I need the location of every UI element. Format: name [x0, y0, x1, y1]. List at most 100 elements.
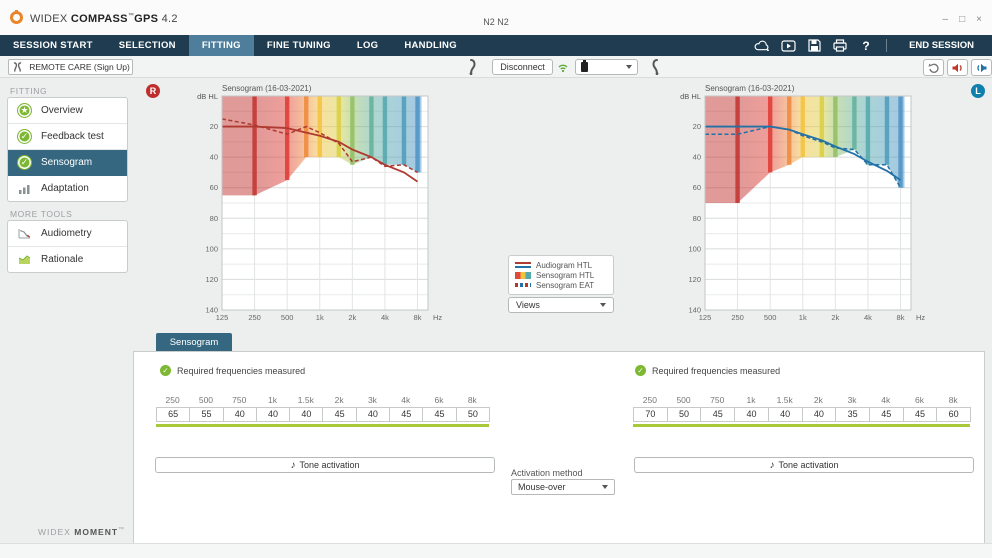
- views-dropdown[interactable]: Views: [508, 297, 614, 313]
- menubar-separator: [886, 39, 888, 52]
- freq-value-cell[interactable]: 45: [902, 407, 938, 422]
- svg-text:500: 500: [281, 313, 294, 322]
- status-label: Required frequencies measured: [177, 365, 306, 376]
- svg-text:60: 60: [210, 183, 218, 192]
- sidebar-item-overview[interactable]: ★ Overview: [8, 98, 127, 124]
- freq-header-cell: 750: [232, 395, 247, 405]
- freq-value-cell[interactable]: 40: [767, 407, 803, 422]
- sensogram-chart-right[interactable]: Sensogram (16-03-2021) dB HL 20 40 60 80 100 12…: [196, 84, 448, 324]
- legend-label: Audiogram HTL: [536, 260, 593, 270]
- freq-value-cell[interactable]: 40: [355, 407, 391, 422]
- freq-value-cell[interactable]: 50: [666, 407, 702, 422]
- legend-label: Sensogram HTL: [536, 270, 595, 280]
- measured-indicator-bar: [156, 424, 489, 427]
- save-icon[interactable]: [806, 38, 822, 53]
- mute-right-button[interactable]: [947, 59, 968, 76]
- svg-text:Hz: Hz: [916, 313, 925, 322]
- svg-text:125: 125: [699, 313, 712, 322]
- freq-header-cell: 8k: [467, 395, 477, 405]
- freq-value-cell[interactable]: 65: [156, 407, 191, 422]
- freq-value-cell[interactable]: 40: [734, 407, 769, 422]
- disconnect-button[interactable]: Disconnect: [492, 59, 553, 75]
- sidebar-item-feedback-test[interactable]: ✓ Feedback test: [8, 124, 127, 150]
- tone-activation-button-right[interactable]: ♪ Tone activation: [155, 457, 495, 473]
- cloud-icon[interactable]: [754, 38, 770, 53]
- freq-value-cell[interactable]: 35: [835, 407, 870, 422]
- frequency-header-row: 250 500 750 1k 1.5k 2k 3k 4k 6k 8k: [156, 395, 489, 405]
- freq-value-cell[interactable]: 60: [936, 407, 972, 422]
- tab-log[interactable]: LOG: [356, 40, 379, 51]
- svg-text:140: 140: [205, 306, 218, 315]
- sensogram-chart-left[interactable]: Sensogram (16-03-2021) dB HL 20 40 60 80 100 12…: [679, 84, 931, 324]
- restore-button[interactable]: □: [959, 14, 966, 25]
- freq-header-cell: 2k: [334, 395, 344, 405]
- freq-value-cell[interactable]: 55: [189, 407, 224, 422]
- video-icon[interactable]: [780, 38, 796, 53]
- freq-header-cell: 3k: [367, 395, 377, 405]
- minimize-button[interactable]: –: [942, 14, 949, 25]
- more-tools-panel: Audiometry Rationale: [7, 220, 128, 273]
- freq-value-cell[interactable]: 40: [801, 407, 837, 422]
- status-label: Required frequencies measured: [652, 365, 781, 376]
- remote-care-button[interactable]: REMOTE CARE (Sign Up): [8, 59, 133, 75]
- sidebar-item-rationale[interactable]: Rationale: [8, 247, 127, 272]
- fitting-section-label: FITTING: [10, 86, 48, 96]
- app-title: WIDEX COMPASS™GPS 4.2: [30, 13, 178, 25]
- frequency-table-right: 250 500 750 1k 1.5k 2k 3k 4k 6k 8k 65 55 40 40 40 45 40 4…: [156, 395, 490, 427]
- tab-fine-tuning[interactable]: FINE TUNING: [266, 40, 331, 51]
- freq-header-cell: 250: [165, 395, 180, 405]
- sidebar-item-label: Sensogram: [41, 157, 93, 168]
- legend-item-sensogram-eat: Sensogram EAT: [515, 280, 607, 290]
- freq-header-cell: 500: [198, 395, 214, 405]
- battery-status-select[interactable]: [575, 59, 638, 75]
- sidebar-item-label: Rationale: [41, 254, 84, 265]
- print-icon[interactable]: [832, 38, 848, 53]
- freq-value-cell[interactable]: 40: [222, 407, 257, 422]
- tab-selection[interactable]: SELECTION: [118, 40, 176, 51]
- activation-method-select[interactable]: Mouse-over: [511, 479, 615, 495]
- mute-left-button[interactable]: [971, 59, 992, 76]
- tab-session-start[interactable]: SESSION START: [13, 40, 93, 51]
- freq-header-cell: 1k: [268, 395, 278, 405]
- legend-item-sensogram-htl: Sensogram HTL: [515, 270, 607, 280]
- model-name: MOMENT: [74, 527, 119, 537]
- end-session-button[interactable]: END SESSION: [909, 40, 974, 51]
- product-name: COMPASS: [70, 13, 128, 25]
- freq-header-cell: 1k: [746, 395, 756, 405]
- main-menubar: SESSION START SELECTION FITTING FINE TUN…: [0, 35, 992, 56]
- sidebar-item-sensogram[interactable]: ✓ Sensogram: [8, 150, 127, 176]
- help-icon[interactable]: ?: [862, 38, 870, 53]
- tone-activation-button-left[interactable]: ♪ Tone activation: [634, 457, 974, 473]
- freq-value-cell[interactable]: 40: [289, 407, 324, 422]
- svg-text:20: 20: [693, 122, 701, 131]
- close-button[interactable]: ×: [976, 14, 982, 25]
- svg-text:80: 80: [210, 214, 218, 223]
- svg-text:4k: 4k: [864, 313, 872, 322]
- sidebar-item-adaptation[interactable]: Adaptation: [8, 176, 127, 201]
- freq-value-cell[interactable]: 45: [868, 407, 904, 422]
- freq-header-cell: 6k: [914, 395, 924, 405]
- freq-value-cell[interactable]: 45: [389, 407, 424, 422]
- tab-handling[interactable]: HANDLING: [404, 40, 457, 51]
- svg-text:40: 40: [693, 153, 701, 162]
- hearing-aid-right-icon: [464, 58, 477, 76]
- sidebar-item-audiometry[interactable]: Audiometry: [8, 221, 127, 247]
- freq-value-cell[interactable]: 45: [422, 407, 457, 422]
- svg-text:1k: 1k: [316, 313, 324, 322]
- bottom-status-strip: [0, 543, 992, 558]
- svg-text:Sensogram (16-03-2021): Sensogram (16-03-2021): [222, 84, 312, 93]
- hearing-aid-left-icon: [651, 58, 664, 76]
- freq-value-cell[interactable]: 50: [455, 407, 490, 422]
- frequency-table-left: 250 500 750 1k 1.5k 2k 3k 4k 6k 8k 70 50 45 40 40 40 35 4…: [633, 395, 972, 427]
- freq-value-cell[interactable]: 45: [700, 407, 736, 422]
- sensogram-eat-swatch: [515, 283, 531, 287]
- svg-text:120: 120: [688, 275, 701, 284]
- tab-fitting[interactable]: FITTING: [188, 35, 254, 56]
- freq-value-cell[interactable]: 70: [633, 407, 668, 422]
- widex-logo-icon: [10, 10, 23, 24]
- freq-value-cell[interactable]: 40: [255, 407, 291, 422]
- freq-value-cell[interactable]: 45: [322, 407, 357, 422]
- svg-text:140: 140: [688, 306, 701, 315]
- sensogram-tab[interactable]: Sensogram: [156, 333, 232, 351]
- undo-button[interactable]: [923, 59, 944, 76]
